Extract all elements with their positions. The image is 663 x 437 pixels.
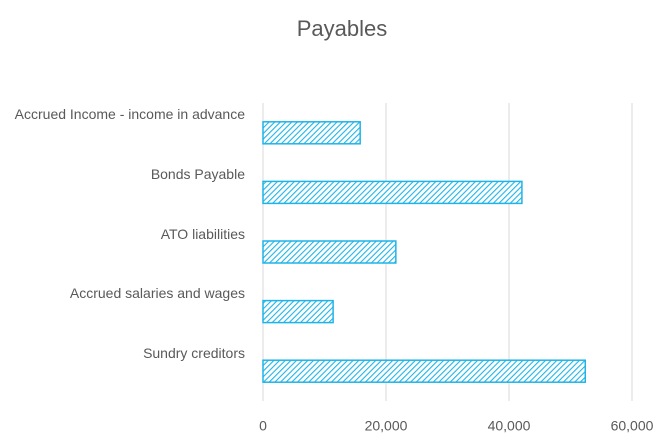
bar [262,240,397,264]
bar [262,299,334,324]
y-tick-label: Bonds Payable [150,165,245,182]
x-tick-label: 40,000 [488,418,531,434]
y-tick-label: Accrued salaries and wages [69,285,245,302]
y-tick-label: ATO liabilities [160,225,245,242]
y-tick-label: Accrued Income - income in advance [14,106,245,123]
bar [262,180,523,205]
x-tick-label: 60,000 [611,418,654,434]
bar [262,359,587,383]
chart-title: Payables [297,16,388,41]
y-tick-label: Sundry creditors [143,344,245,361]
x-tick-label: 0 [259,418,267,434]
x-tick-label: 20,000 [365,418,408,434]
bar [262,121,361,145]
